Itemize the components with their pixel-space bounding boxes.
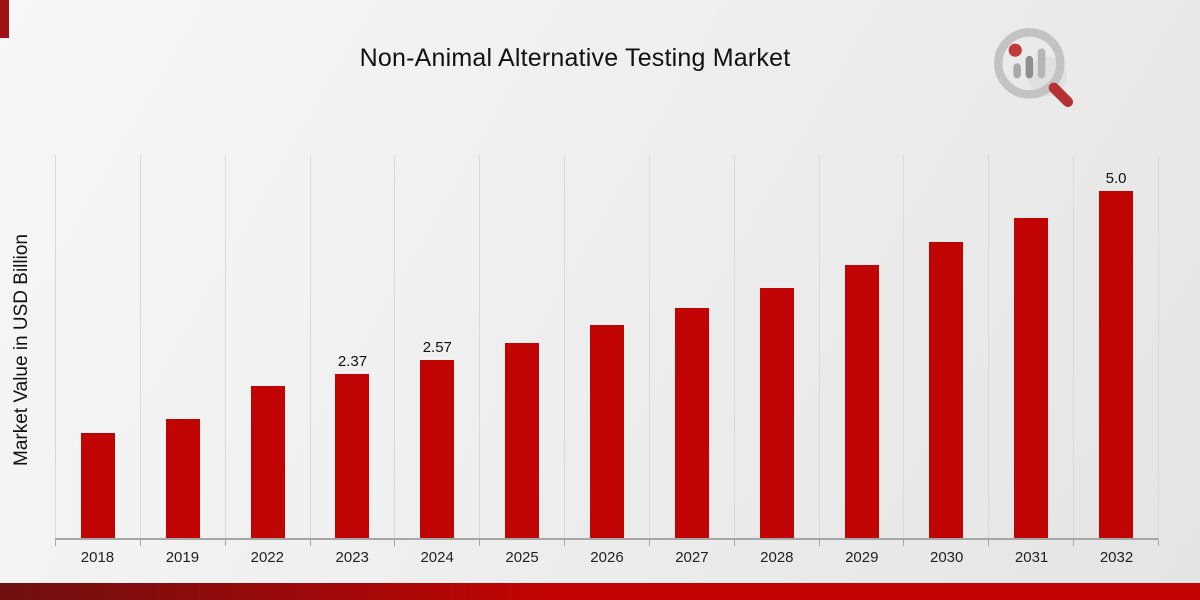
axis-tick: [1073, 540, 1158, 546]
x-tick-label: 2030: [929, 549, 964, 566]
bar-2023: [335, 373, 370, 538]
bar-2031: [1014, 217, 1049, 538]
plot-column: [224, 155, 310, 538]
x-tick-label: 2026: [590, 549, 624, 566]
bar-2022: [250, 386, 285, 538]
bar-2018: [80, 432, 115, 538]
market-research-magnifier-logo-icon: [994, 28, 1074, 108]
x-tick-label: 2022: [250, 549, 284, 566]
plot-column: [733, 155, 819, 538]
bar-value-label: 2.57: [422, 338, 452, 356]
plot-column: [903, 155, 988, 538]
plot-column: [818, 155, 904, 538]
plot-column: 5.0: [1073, 155, 1158, 538]
bar-value-label: 2.37: [337, 352, 368, 370]
axis-tick: [55, 540, 140, 546]
corner-accent-bar: [0, 0, 9, 38]
bar-2025: [505, 343, 540, 538]
axis-tick: [224, 540, 310, 546]
axis-tick: [648, 540, 734, 546]
x-tick-label: 2024: [420, 549, 454, 566]
x-tick-label: 2023: [335, 549, 369, 566]
x-tick-label: 2025: [505, 549, 539, 566]
axis-tick: [564, 540, 649, 546]
axis-tick: [733, 540, 819, 546]
plot-column: [55, 155, 140, 538]
plot-column: 2.37: [309, 155, 395, 538]
axis-tick: [903, 540, 988, 546]
axis-tick: [309, 540, 395, 546]
bar-value-label: 5.0: [1105, 170, 1127, 188]
y-axis-label: Market Value in USD Billion: [11, 234, 32, 466]
x-tick-label: 2027: [675, 549, 709, 566]
bar-2029: [844, 265, 879, 538]
x-tick-label: 2018: [80, 549, 115, 566]
plot-column: [139, 155, 225, 538]
x-tick-label: 2028: [760, 549, 794, 566]
x-tick-label: 2031: [1014, 549, 1049, 566]
plot-column: [988, 155, 1073, 538]
axis-tick: [818, 540, 904, 546]
axis-ticks: [55, 540, 1159, 546]
axis-tick: [479, 540, 564, 546]
plot-area: 2.37 2.57 5.0: [55, 155, 1159, 540]
x-axis-labels: 2018 2019 2022 2023 2024 2025 2026 2027 2028 2029…: [55, 549, 1159, 566]
bar-2019: [165, 419, 200, 538]
bar-2028: [759, 288, 794, 538]
bar-2032: [1099, 191, 1134, 538]
plot-column: [479, 155, 564, 538]
x-tick-label: 2019: [165, 549, 200, 566]
x-tick-label: 2029: [845, 549, 879, 566]
axis-tick: [139, 540, 225, 546]
plot-column: [564, 155, 649, 538]
plot-column: 2.57: [394, 155, 479, 538]
bottom-red-band: [0, 583, 1200, 600]
chart-area: 2.37 2.57 5.0 2018 2019 2022 2023 2024 2025 2026…: [55, 155, 1159, 566]
bar-2024: [420, 359, 455, 538]
axis-tick: [988, 540, 1073, 546]
bar-2027: [674, 307, 709, 538]
x-tick-label: 2032: [1099, 549, 1134, 566]
bar-2026: [589, 325, 624, 538]
bar-2030: [929, 241, 964, 538]
plot-column: [648, 155, 734, 538]
axis-tick: [394, 540, 479, 546]
chart-title: Non-Animal Alternative Testing Market: [359, 44, 791, 72]
